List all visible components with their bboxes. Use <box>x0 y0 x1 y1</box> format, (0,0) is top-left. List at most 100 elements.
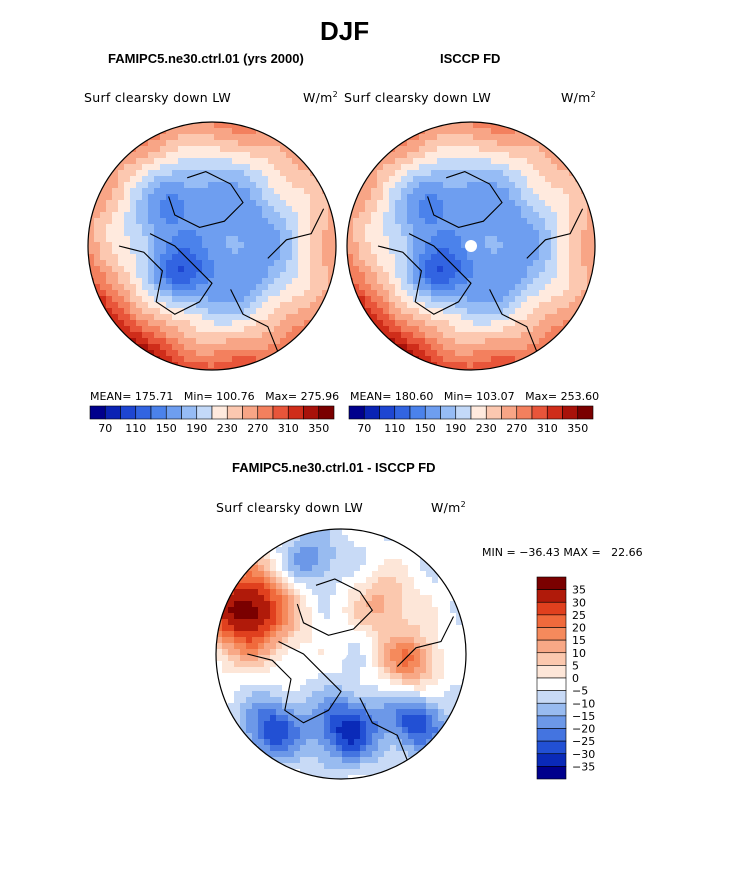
field-cell <box>292 326 299 333</box>
field-cell <box>419 230 426 237</box>
field-cell <box>533 272 540 279</box>
field-cell <box>100 236 107 243</box>
field-cell <box>575 224 582 231</box>
field-cell <box>280 218 287 225</box>
field-cell <box>232 134 239 141</box>
field-cell <box>347 254 354 261</box>
field-cell <box>521 158 528 165</box>
field-cell <box>557 224 564 231</box>
field-cell <box>366 679 373 686</box>
field-cell <box>425 302 432 309</box>
field-cell <box>545 242 552 249</box>
field-cell <box>142 332 149 339</box>
field-cell <box>401 146 408 153</box>
field-cell <box>353 200 360 207</box>
page-title: DJF <box>320 16 370 46</box>
field-cell <box>401 320 408 327</box>
field-cell <box>306 613 313 620</box>
field-cell <box>569 302 576 309</box>
field-cell <box>347 200 354 207</box>
field-cell <box>306 583 313 590</box>
field-cell <box>250 158 257 165</box>
field-cell <box>383 260 390 267</box>
field-cell <box>336 595 343 602</box>
field-cell <box>142 254 149 261</box>
field-cell <box>288 565 295 572</box>
field-cell <box>431 242 438 249</box>
field-cell <box>202 188 209 195</box>
colorbar-tick-label: 350 <box>567 422 588 435</box>
field-cell <box>220 326 227 333</box>
field-cell <box>262 278 269 285</box>
field-cell <box>455 284 462 291</box>
field-cell <box>250 134 257 141</box>
field-cell <box>461 260 468 267</box>
field-cell <box>312 661 319 668</box>
field-cell <box>256 278 263 285</box>
field-cell <box>282 709 289 716</box>
field-cell <box>521 176 528 183</box>
field-cell <box>316 302 323 309</box>
field-cell <box>449 128 456 135</box>
field-cell <box>202 140 209 147</box>
field-cell <box>378 643 385 650</box>
field-cell <box>276 721 283 728</box>
field-cell <box>420 625 427 632</box>
field-cell <box>575 260 582 267</box>
field-cell <box>310 242 317 249</box>
field-cell <box>503 230 510 237</box>
field-cell <box>479 158 486 165</box>
field-cell <box>312 643 319 650</box>
field-cell <box>342 691 349 698</box>
field-cell <box>306 691 313 698</box>
field-cell <box>348 565 355 572</box>
field-cell <box>383 290 390 297</box>
field-cell <box>270 541 277 548</box>
field-cell <box>214 284 221 291</box>
field-cell <box>426 745 433 752</box>
field-cell <box>497 236 504 243</box>
field-cell <box>450 673 457 680</box>
field-cell <box>106 194 113 201</box>
colorbar-swatch <box>536 702 567 717</box>
field-cell <box>383 284 390 291</box>
field-cell <box>106 272 113 279</box>
field-cell <box>142 236 149 243</box>
field-cell <box>136 308 143 315</box>
field-cell <box>196 284 203 291</box>
field-cell <box>318 697 325 704</box>
field-cell <box>479 302 486 309</box>
field-cell <box>178 344 185 351</box>
field-cell <box>342 775 349 779</box>
field-cell <box>202 182 209 189</box>
field-cell <box>250 242 257 249</box>
field-cell <box>298 158 305 165</box>
field-cell <box>485 170 492 177</box>
field-cell <box>557 182 564 189</box>
field-cell <box>336 541 343 548</box>
field-cell <box>214 212 221 219</box>
field-cell <box>148 332 155 339</box>
field-cell <box>282 631 289 638</box>
field-cell <box>521 350 528 357</box>
field-cell <box>142 170 149 177</box>
field-cell <box>130 206 137 213</box>
field-cell <box>366 595 373 602</box>
field-cell <box>106 296 113 303</box>
field-cell <box>402 601 409 608</box>
field-cell <box>401 290 408 297</box>
field-cell <box>455 122 462 129</box>
field-cell <box>449 152 456 159</box>
field-cell <box>443 212 450 219</box>
field-cell <box>202 146 209 153</box>
field-cell <box>112 194 119 201</box>
field-cell <box>252 643 259 650</box>
field-cell <box>437 182 444 189</box>
field-cell <box>240 673 247 680</box>
field-cell <box>306 565 313 572</box>
field-cell <box>300 655 307 662</box>
field-cell <box>304 266 311 273</box>
field-cell <box>384 679 391 686</box>
field-cell <box>292 284 299 291</box>
field-cell <box>312 619 319 626</box>
